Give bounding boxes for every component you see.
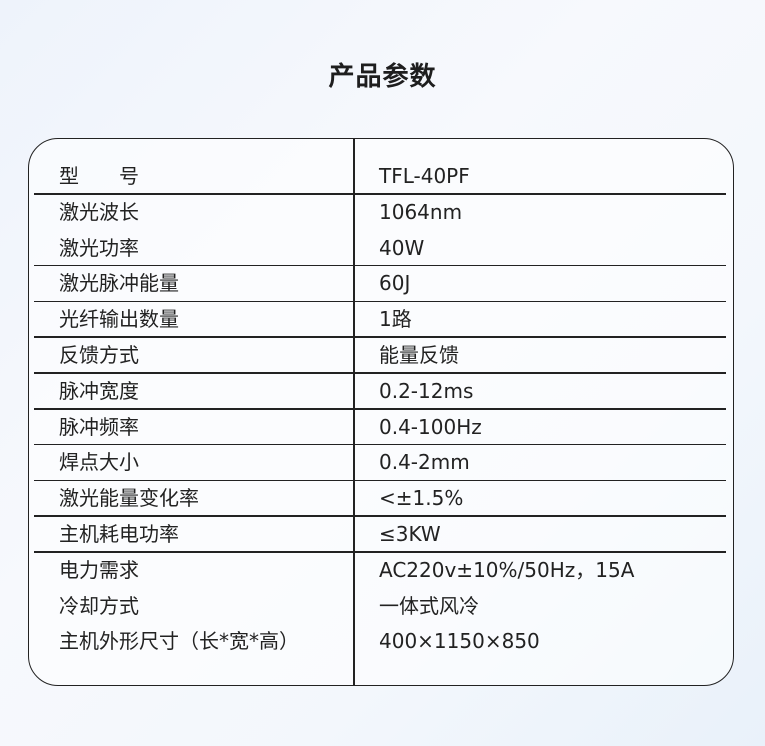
spec-value: 1064nm — [379, 199, 463, 224]
spec-label: 型 号 — [59, 164, 139, 188]
spec-value: ≤3KW — [379, 521, 441, 546]
table-row: 激光功率 40W — [29, 231, 733, 267]
table-row: 冷却方式 一体式风冷 — [29, 589, 733, 625]
spec-label: 激光脉冲能量 — [59, 271, 179, 296]
spec-value: TFL-40PF — [379, 164, 470, 188]
spec-value: 40W — [379, 235, 425, 260]
spec-label: 主机耗电功率 — [59, 521, 179, 546]
table-row: 激光脉冲能量 60J — [29, 266, 733, 302]
table-row: 电力需求 AC220v±10%/50Hz，15A — [29, 553, 733, 589]
table-row: 主机耗电功率 ≤3KW — [29, 517, 733, 553]
table-row: 脉冲频率 0.4-100Hz — [29, 410, 733, 446]
spec-label: 脉冲宽度 — [59, 378, 139, 403]
spec-label: 电力需求 — [59, 557, 139, 582]
spec-label: 焊点大小 — [59, 450, 139, 475]
spec-label: 脉冲频率 — [59, 414, 139, 439]
spec-label: 反馈方式 — [59, 342, 139, 367]
table-row: 激光波长 1064nm — [29, 195, 733, 231]
spec-value: <±1.5% — [379, 486, 464, 511]
spec-label: 光纤输出数量 — [59, 307, 179, 332]
spec-value: 0.2-12ms — [379, 378, 474, 403]
spec-label: 冷却方式 — [59, 593, 139, 618]
spec-value: 400×1150×850 — [379, 629, 540, 654]
spec-label: 激光波长 — [59, 199, 139, 224]
spec-table: 型 号 TFL-40PF 激光波长 1064nm 激光功率 40W 激光脉冲能量 60J 光纤输… — [28, 138, 734, 686]
table-row: 型 号 TFL-40PF — [29, 159, 733, 195]
spec-value: 一体式风冷 — [379, 593, 479, 618]
table-row: 光纤输出数量 1路 — [29, 302, 733, 338]
spec-rows: 型 号 TFL-40PF 激光波长 1064nm 激光功率 40W 激光脉冲能量 60J 光纤输… — [29, 159, 733, 660]
spec-value: 1路 — [379, 307, 412, 332]
table-row: 焊点大小 0.4-2mm — [29, 445, 733, 481]
spec-label: 主机外形尺寸（长*宽*高） — [59, 629, 299, 654]
spec-value: 0.4-2mm — [379, 450, 470, 475]
spec-label: 激光功率 — [59, 235, 139, 260]
table-row: 脉冲宽度 0.2-12ms — [29, 374, 733, 410]
table-row: 反馈方式 能量反馈 — [29, 338, 733, 374]
spec-value: AC220v±10%/50Hz，15A — [379, 557, 635, 582]
table-row: 主机外形尺寸（长*宽*高） 400×1150×850 — [29, 624, 733, 660]
spec-label: 激光能量变化率 — [59, 486, 199, 511]
column-divider — [353, 139, 355, 685]
spec-value: 60J — [379, 271, 411, 296]
spec-value: 能量反馈 — [379, 342, 459, 367]
page-title: 产品参数 — [328, 62, 437, 92]
table-row: 激光能量变化率 <±1.5% — [29, 481, 733, 517]
spec-value: 0.4-100Hz — [379, 414, 482, 439]
